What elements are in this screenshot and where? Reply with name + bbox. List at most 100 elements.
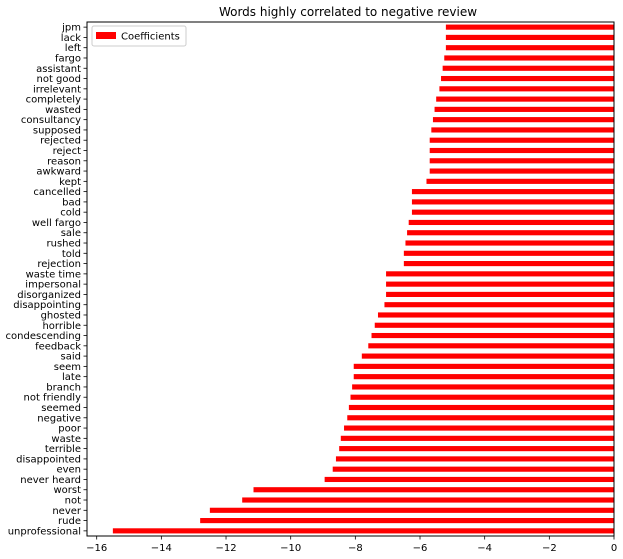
legend-box: [91, 25, 187, 47]
bar-late: [353, 374, 614, 380]
bar-said: [361, 353, 614, 359]
y-tick-label: never heard: [20, 475, 81, 486]
y-tick-label: cancelled: [33, 187, 81, 198]
y-tick-label: worst: [53, 485, 81, 496]
y-tick-label: late: [62, 372, 81, 383]
y-tick-label: rushed: [47, 239, 82, 250]
x-tick-label: −12: [215, 543, 236, 554]
y-tick-label: poor: [58, 424, 82, 435]
bar-cold: [411, 209, 614, 215]
y-tick-label: assistant: [36, 64, 81, 75]
bar-even: [332, 466, 614, 472]
bar-not-friendly: [350, 394, 614, 400]
y-tick-label: ghosted: [41, 310, 81, 321]
y-tick-label: disappointing: [13, 300, 81, 311]
y-tick-label: rude: [58, 516, 81, 527]
y-tick-label: condescending: [6, 331, 81, 342]
y-tick-label: not good: [37, 74, 82, 85]
y-tick-label: impersonal: [25, 280, 81, 291]
bar-assistant: [442, 65, 614, 71]
y-tick-label: cold: [60, 208, 81, 219]
y-tick-label: sale: [61, 228, 81, 239]
bar-completely: [436, 96, 614, 102]
bar-terrible: [339, 446, 614, 452]
y-tick-label: bad: [62, 197, 81, 208]
y-tick-label: said: [61, 352, 81, 363]
y-tick-label: reason: [47, 156, 81, 167]
y-tick-label: rejected: [40, 136, 81, 147]
x-tick-label: −14: [151, 543, 172, 554]
bars-group: [112, 24, 615, 534]
bar-seem: [353, 363, 614, 369]
y-tick-label: completely: [26, 95, 81, 106]
y-tick-label: negative: [37, 413, 81, 424]
bar-unprofessional: [112, 528, 615, 534]
bar-not-good: [441, 75, 614, 82]
y-tick-label: not friendly: [24, 393, 82, 404]
y-tick-label: never: [52, 506, 82, 517]
y-tick-label: unprofessional: [8, 526, 81, 537]
bar-horrible: [374, 322, 614, 328]
y-tick-label: awkward: [36, 167, 81, 178]
y-tick-label: not: [65, 496, 81, 507]
bar-lack: [445, 34, 614, 40]
x-axis: −16 −14 −12 −10 −8 −6 −4 −2 0: [86, 536, 617, 554]
x-tick-label: −2: [542, 543, 557, 554]
bar-poor: [344, 425, 614, 431]
bar-bad: [411, 199, 614, 205]
bar-waste-time: [386, 271, 614, 277]
y-tick-label: lack: [61, 33, 81, 44]
legend-label: Coefficients: [121, 32, 180, 43]
bar-branch: [352, 384, 614, 390]
y-tick-label: fargo: [55, 53, 81, 64]
bar-disappointed: [335, 456, 614, 462]
bar-ghosted: [377, 312, 614, 318]
y-tick-label: terrible: [45, 444, 81, 455]
legend-swatch: [96, 32, 116, 39]
bar-disorganized: [386, 291, 614, 297]
bar-irrelevant: [439, 86, 614, 92]
x-tick-label: −6: [413, 543, 428, 554]
bar-never-heard: [324, 476, 614, 483]
y-tick-label: even: [56, 465, 81, 476]
bar-awkward: [429, 168, 614, 174]
bar-consultancy: [432, 117, 614, 123]
bar-waste: [340, 435, 614, 441]
bar-never: [209, 507, 615, 513]
chart-title: Words highly correlated to negative revi…: [219, 5, 477, 19]
y-tick-label: branch: [46, 382, 81, 393]
y-tick-label: seemed: [41, 403, 81, 414]
bar-sale: [407, 230, 614, 236]
y-tick-label: left: [65, 43, 81, 54]
y-tick-label: supposed: [33, 125, 81, 136]
bar-negative: [347, 415, 614, 421]
y-tick-label: rejection: [37, 259, 81, 270]
y-tick-label: reject: [53, 146, 81, 157]
y-tick-label: told: [62, 249, 81, 260]
bar-supposed: [431, 127, 614, 133]
bar-wasted: [434, 106, 614, 112]
y-tick-label: waste: [51, 434, 81, 445]
y-tick-label: seem: [54, 362, 81, 373]
bar-rejected: [429, 137, 614, 143]
bar-rude: [200, 518, 614, 524]
legend: Coefficients: [91, 25, 187, 47]
y-tick-label: kept: [59, 177, 81, 188]
x-tick-label: −4: [477, 543, 492, 554]
bar-left: [445, 45, 614, 51]
y-tick-label: consultancy: [21, 115, 81, 126]
bar-condescending: [371, 332, 614, 339]
bar-kept: [426, 178, 614, 184]
y-tick-label: well fargo: [32, 218, 81, 229]
y-tick-label: irrelevant: [33, 84, 81, 95]
x-tick-label: 0: [611, 543, 617, 554]
bar-worst: [253, 487, 614, 493]
bar-fargo: [444, 55, 614, 61]
bar-told: [403, 250, 614, 256]
bar-impersonal: [386, 281, 614, 287]
plot-frame: [86, 21, 615, 537]
y-tick-label: waste time: [26, 269, 81, 280]
bar-jpm: [445, 24, 614, 30]
